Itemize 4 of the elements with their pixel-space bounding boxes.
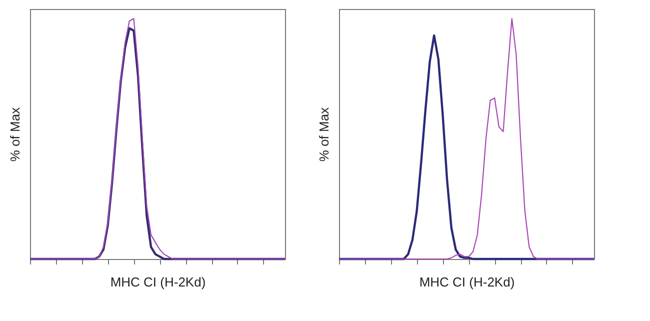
x-axis-title: MHC CI (H-2Kd) bbox=[110, 274, 206, 290]
y-axis-title: % of Max bbox=[316, 106, 332, 162]
x-axis-title: MHC CI (H-2Kd) bbox=[419, 274, 515, 290]
y-axis-title: % of Max bbox=[8, 106, 22, 162]
